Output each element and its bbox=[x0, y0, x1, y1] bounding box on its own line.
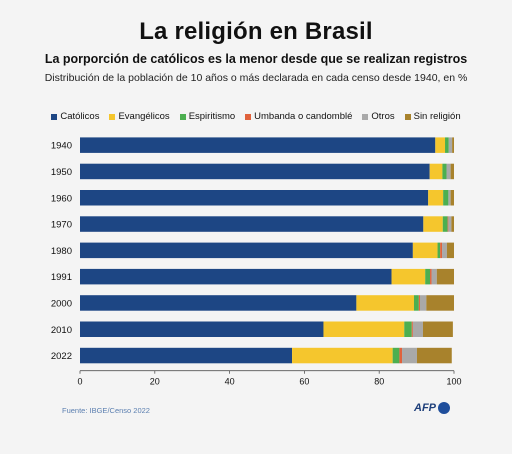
bar-segment bbox=[399, 347, 403, 364]
legend-swatch bbox=[179, 113, 186, 120]
bar-segment bbox=[402, 347, 417, 364]
bar-segment bbox=[391, 268, 426, 285]
legend-swatch bbox=[109, 113, 116, 120]
bar-segment bbox=[442, 216, 448, 232]
bar-segment bbox=[80, 216, 424, 232]
bar-segment bbox=[356, 295, 414, 311]
bar-segment bbox=[323, 321, 405, 337]
bar-segment bbox=[442, 163, 447, 180]
source-note: Fuente: IBGE/Censo 2022 bbox=[62, 406, 150, 415]
legend-label: Espiritismo bbox=[188, 111, 236, 122]
chart-caption: Distribución de la población de 10 años … bbox=[44, 72, 468, 84]
bar-segment bbox=[442, 242, 447, 259]
legend-label: Católicos bbox=[60, 111, 100, 122]
bar-segment bbox=[430, 268, 432, 285]
y-tick-label: 1980 bbox=[51, 246, 72, 257]
bar-segment bbox=[422, 321, 453, 337]
bar-segment bbox=[80, 163, 430, 180]
bar-segment bbox=[419, 295, 427, 311]
bar-segment bbox=[292, 347, 393, 364]
bar-segment bbox=[435, 137, 446, 153]
bar-segment bbox=[428, 190, 444, 206]
x-tick-label: 80 bbox=[374, 377, 384, 387]
bar-segment bbox=[448, 190, 451, 206]
chart-title: La religión en Brasil bbox=[139, 18, 373, 45]
bar-segment bbox=[426, 295, 454, 311]
x-tick-label: 60 bbox=[299, 377, 309, 387]
bar-segment bbox=[448, 137, 453, 153]
bar-segment bbox=[80, 242, 413, 259]
legend-item: Espiritismo bbox=[179, 111, 236, 122]
bar-segment bbox=[418, 295, 420, 311]
bar-segment bbox=[80, 268, 392, 285]
bar-segment bbox=[431, 268, 437, 285]
bar-segment bbox=[80, 295, 357, 311]
bar-segment bbox=[448, 216, 452, 232]
legend-swatch bbox=[362, 113, 369, 120]
y-tick-label: 1991 bbox=[51, 272, 72, 283]
y-tick-label: 1950 bbox=[51, 167, 72, 178]
y-tick-label: 2022 bbox=[51, 351, 72, 362]
x-tick-label: 40 bbox=[225, 377, 235, 387]
legend-item: Católicos bbox=[51, 111, 99, 122]
bar-segment bbox=[445, 137, 449, 153]
legend-item: Evangélicos bbox=[109, 111, 170, 122]
bar-segment bbox=[416, 347, 452, 364]
stacked-bar-chart: 1940 1950 1960 1970 1980 1991 2000 2010 2022 0 20 4… bbox=[51, 137, 462, 387]
legend-label: Evangélicos bbox=[118, 111, 170, 122]
bar-segment bbox=[80, 137, 436, 153]
bar-segment bbox=[443, 190, 449, 206]
bar-segment bbox=[412, 242, 438, 259]
legend-item: Sin religión bbox=[404, 111, 461, 122]
y-tick-label: 1960 bbox=[51, 193, 72, 204]
bar-segment bbox=[425, 268, 431, 285]
y-tick-label: 1940 bbox=[51, 141, 72, 152]
bar-segment bbox=[413, 295, 419, 311]
bar-segment bbox=[450, 190, 454, 206]
bar-segment bbox=[423, 216, 443, 232]
legend-label: Otros bbox=[371, 111, 395, 122]
bar-segment bbox=[440, 242, 443, 259]
afp-logo-text: AFP bbox=[414, 402, 436, 414]
bar-segment bbox=[392, 347, 400, 364]
y-tick-label: 1970 bbox=[51, 220, 72, 231]
x-tick-label: 0 bbox=[77, 377, 82, 387]
x-tick-label: 20 bbox=[150, 377, 160, 387]
chart-legend: Católicos Evangélicos Espiritismo Umbanda o… bbox=[0, 111, 512, 122]
x-tick-label: 100 bbox=[446, 377, 461, 387]
bar-segment bbox=[404, 321, 412, 337]
legend-item: Otros bbox=[362, 111, 395, 122]
legend-swatch bbox=[51, 113, 58, 120]
legend-label: Umbanda o candomblé bbox=[254, 111, 353, 122]
bar-segment bbox=[80, 321, 324, 337]
legend-label: Sin religión bbox=[413, 111, 461, 122]
chart-subtitle: La porporción de católicos es la menor d… bbox=[44, 52, 468, 66]
bar-segment bbox=[450, 163, 454, 180]
bar-segment bbox=[437, 242, 441, 259]
legend-swatch bbox=[245, 113, 252, 120]
legend-swatch bbox=[404, 113, 411, 120]
legend-item: Umbanda o candomblé bbox=[245, 111, 352, 122]
bar-segment bbox=[412, 321, 423, 337]
bar-segment bbox=[446, 163, 451, 180]
bar-segment bbox=[411, 321, 413, 337]
afp-logo-dot-icon bbox=[438, 402, 450, 414]
bar-segment bbox=[446, 242, 454, 259]
afp-logo: AFP bbox=[414, 402, 450, 414]
bar-segment bbox=[447, 216, 449, 232]
bar-segment bbox=[451, 216, 454, 232]
bar-segment bbox=[80, 347, 293, 364]
bar-segment bbox=[436, 268, 454, 285]
bar-segment bbox=[80, 190, 429, 206]
y-tick-label: 2000 bbox=[51, 298, 72, 309]
bar-segment bbox=[452, 137, 454, 153]
bar-segment bbox=[429, 163, 443, 180]
y-tick-label: 2010 bbox=[51, 325, 72, 336]
